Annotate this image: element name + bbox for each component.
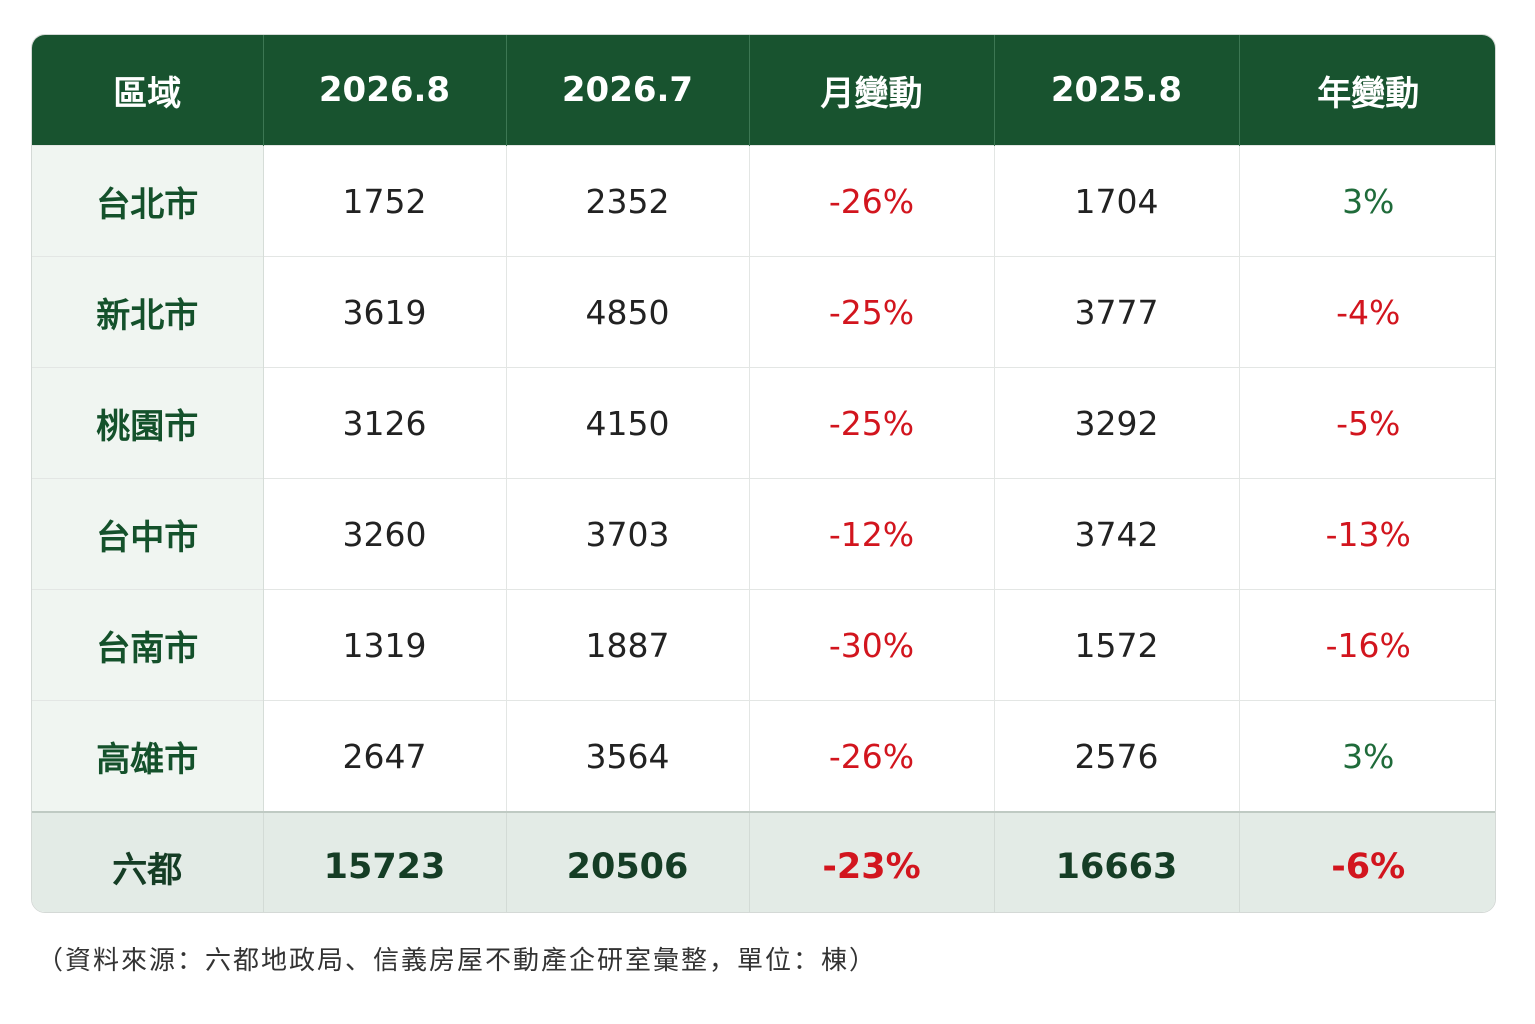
total-row: 六都 15723 20506 -23% 16663 -6%: [32, 811, 1495, 912]
cell-2026-8: 3260: [262, 478, 506, 590]
cell-year-change: 3%: [1238, 145, 1495, 257]
cell-month-change: -30%: [748, 589, 994, 701]
cell-month-change: -25%: [748, 367, 994, 479]
cell-2025-8: 1704: [993, 145, 1239, 257]
cell-2025-8: 1572: [993, 589, 1239, 701]
source-footnote: （資料來源：六都地政局、信義房屋不動產企研室彙整，單位：棟）: [37, 946, 878, 976]
row-region: 桃園市: [32, 367, 264, 479]
cell-2025-8: 3777: [993, 256, 1239, 368]
total-2026-8: 15723: [262, 811, 506, 912]
cell-month-change: -26%: [748, 700, 994, 812]
cell-2026-7: 4850: [505, 256, 749, 368]
cell-2026-8: 1319: [262, 589, 506, 701]
header-2026-8: 2026.8: [262, 35, 506, 146]
total-region: 六都: [32, 811, 263, 912]
row-region: 台南市: [32, 589, 264, 701]
cell-2025-8: 2576: [993, 700, 1239, 812]
row-region: 台中市: [32, 478, 264, 590]
cell-year-change: -16%: [1238, 589, 1495, 701]
total-2026-7: 20506: [505, 811, 749, 912]
row-region: 高雄市: [32, 700, 264, 812]
total-2025-8: 16663: [993, 811, 1239, 912]
cell-2026-7: 3703: [505, 478, 749, 590]
cell-month-change: -25%: [748, 256, 994, 368]
cell-2025-8: 3742: [993, 478, 1239, 590]
row-region: 台北市: [32, 145, 264, 257]
table-header-row: 區域 2026.8 2026.7 月變動 2025.8 年變動: [32, 35, 1495, 146]
cell-2026-8: 3619: [262, 256, 506, 368]
header-region: 區域: [32, 35, 263, 146]
table-row: 高雄市 2647 3564 -26% 2576 3%: [32, 700, 1495, 812]
table-row: 台北市 1752 2352 -26% 1704 3%: [32, 145, 1495, 257]
cell-2026-8: 3126: [262, 367, 506, 479]
header-2026-7: 2026.7: [505, 35, 749, 146]
cell-2026-7: 4150: [505, 367, 749, 479]
header-month-change: 月變動: [748, 35, 994, 146]
table-row: 台南市 1319 1887 -30% 1572 -16%: [32, 589, 1495, 701]
cell-2026-7: 3564: [505, 700, 749, 812]
cell-2026-7: 2352: [505, 145, 749, 257]
table-row: 台中市 3260 3703 -12% 3742 -13%: [32, 478, 1495, 590]
total-month-change: -23%: [748, 811, 994, 912]
table-row: 新北市 3619 4850 -25% 3777 -4%: [32, 256, 1495, 368]
cell-2026-8: 2647: [262, 700, 506, 812]
row-region: 新北市: [32, 256, 264, 368]
cell-year-change: -5%: [1238, 367, 1495, 479]
cell-month-change: -26%: [748, 145, 994, 257]
cell-year-change: -13%: [1238, 478, 1495, 590]
data-table-container: 區域 2026.8 2026.7 月變動 2025.8 年變動 台北市 1752…: [31, 34, 1496, 913]
table-row: 桃園市 3126 4150 -25% 3292 -5%: [32, 367, 1495, 479]
header-year-change: 年變動: [1238, 35, 1495, 146]
cell-year-change: 3%: [1238, 700, 1495, 812]
cell-year-change: -4%: [1238, 256, 1495, 368]
cell-2025-8: 3292: [993, 367, 1239, 479]
cell-month-change: -12%: [748, 478, 994, 590]
total-year-change: -6%: [1238, 811, 1495, 912]
housing-transactions-table: 區域 2026.8 2026.7 月變動 2025.8 年變動 台北市 1752…: [32, 35, 1495, 912]
header-2025-8: 2025.8: [993, 35, 1239, 146]
cell-2026-7: 1887: [505, 589, 749, 701]
cell-2026-8: 1752: [262, 145, 506, 257]
